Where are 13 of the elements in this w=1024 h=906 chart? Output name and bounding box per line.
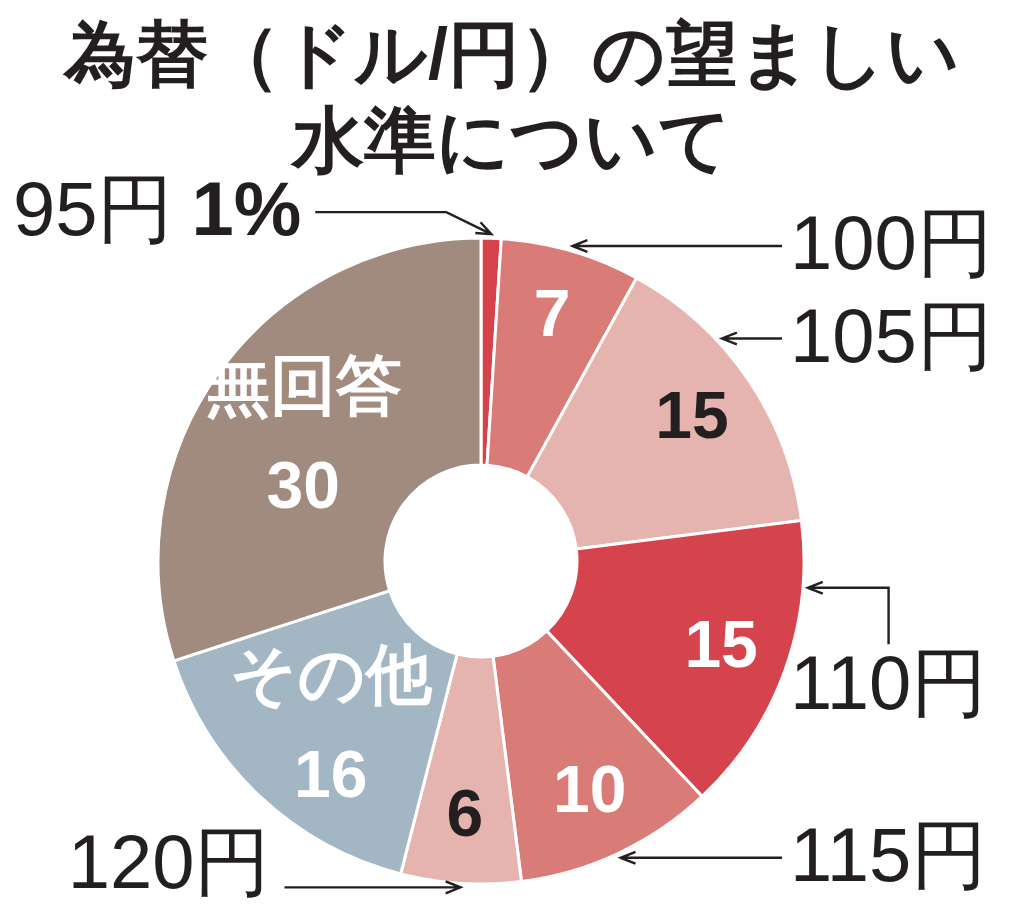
slice-label: 105円: [790, 292, 993, 378]
data-label: 6: [446, 775, 484, 850]
data-label: 7: [533, 275, 571, 350]
slice-label: 110円: [790, 640, 988, 726]
slice-label: 120円: [67, 819, 271, 905]
data-label: 15: [655, 377, 729, 452]
data-label: 15: [684, 607, 758, 682]
data-label: 16: [293, 737, 368, 812]
data-label: 10: [552, 751, 627, 826]
slice-label: その他: [229, 637, 433, 712]
slice-label: 115円: [790, 811, 988, 897]
data-label: 30: [266, 447, 341, 522]
slice-label: 100円: [790, 200, 993, 286]
